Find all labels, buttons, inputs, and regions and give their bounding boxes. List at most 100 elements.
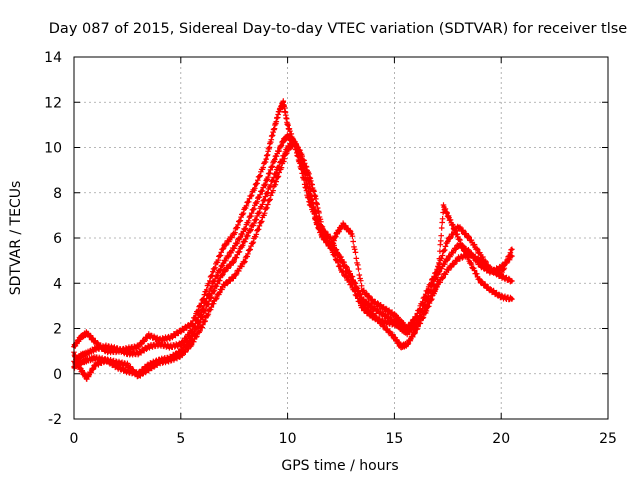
data-point (435, 283, 439, 288)
data-point (232, 259, 236, 263)
data-point (399, 345, 403, 349)
data-point (488, 288, 493, 292)
data-point (78, 354, 83, 358)
data-point (78, 335, 83, 340)
data-point (360, 297, 364, 301)
data-point (147, 345, 151, 349)
data-point (341, 222, 345, 227)
data-point (392, 313, 396, 317)
y-tick-label: 6 (53, 231, 62, 247)
data-point (221, 245, 226, 249)
data-point (371, 315, 375, 319)
data-point (510, 247, 514, 251)
y-tick-label: 8 (53, 186, 62, 202)
data-point (125, 363, 129, 367)
data-point (360, 306, 364, 310)
data-point (157, 338, 162, 342)
data-point (448, 218, 452, 222)
data-point (446, 268, 450, 272)
x-tick-label: 15 (385, 431, 403, 447)
data-point (320, 234, 324, 238)
y-tick-label: 12 (44, 95, 62, 111)
data-point (264, 193, 268, 197)
data-point (339, 268, 343, 272)
data-point (168, 345, 172, 349)
data-point (414, 324, 418, 328)
data-point (456, 225, 461, 229)
data-point (253, 234, 258, 238)
data-point (125, 351, 129, 355)
data-point (382, 313, 386, 317)
data-point (441, 204, 446, 208)
data-point (350, 231, 354, 236)
chart-title: Day 087 of 2015, Sidereal Day-to-day VTE… (49, 21, 628, 37)
data-point (200, 324, 204, 328)
data-point (467, 236, 471, 240)
data-point (382, 306, 386, 310)
data-point (277, 109, 281, 113)
data-point (211, 270, 215, 274)
data-point (335, 231, 339, 236)
data-point (424, 304, 429, 308)
data-point (85, 358, 89, 362)
series-markers (71, 98, 515, 356)
data-point (93, 363, 97, 367)
data-point (93, 356, 97, 360)
data-point (392, 335, 396, 340)
data-point (221, 270, 226, 274)
data-point (253, 218, 258, 222)
x-axis-label: GPS time / hours (281, 458, 398, 474)
data-point (157, 360, 162, 365)
data-point (320, 225, 324, 229)
data-point (273, 157, 277, 161)
x-tick-label: 10 (279, 431, 297, 447)
data-point (510, 297, 514, 301)
data-point (264, 206, 268, 211)
data-point (467, 259, 471, 263)
data-point (104, 349, 108, 353)
data-point (115, 360, 119, 365)
data-point (499, 272, 503, 276)
data-point (446, 238, 450, 242)
data-point (298, 150, 303, 154)
data-point (350, 283, 354, 288)
data-point (136, 345, 140, 349)
series-track-2 (71, 132, 515, 366)
data-point (339, 256, 343, 260)
y-tick-label: 4 (53, 276, 62, 292)
data-point (424, 290, 429, 294)
data-point (115, 347, 119, 351)
data-point (125, 369, 129, 374)
data-point (264, 179, 268, 184)
data-point (382, 324, 386, 328)
data-point (313, 218, 317, 222)
data-point (488, 268, 493, 272)
data-point (232, 231, 236, 236)
data-points (71, 98, 515, 382)
y-tick-label: 14 (44, 50, 62, 66)
data-point (281, 100, 285, 104)
data-point (456, 236, 461, 240)
data-point (243, 238, 247, 242)
data-point (399, 320, 403, 324)
data-point (243, 206, 247, 211)
data-point (189, 342, 194, 346)
data-point (136, 374, 140, 378)
data-point (211, 281, 215, 285)
series-markers (71, 132, 515, 366)
y-tick-label: -2 (48, 412, 62, 428)
data-point (328, 245, 332, 249)
data-point (371, 299, 375, 303)
data-point (467, 249, 471, 254)
data-point (104, 358, 108, 362)
data-point (147, 333, 151, 337)
data-point (85, 351, 89, 355)
data-point (243, 259, 247, 263)
data-point (93, 347, 97, 351)
data-point (189, 329, 194, 333)
data-point (85, 331, 89, 335)
data-point (414, 329, 418, 333)
data-point (211, 302, 215, 306)
data-point (253, 184, 258, 188)
